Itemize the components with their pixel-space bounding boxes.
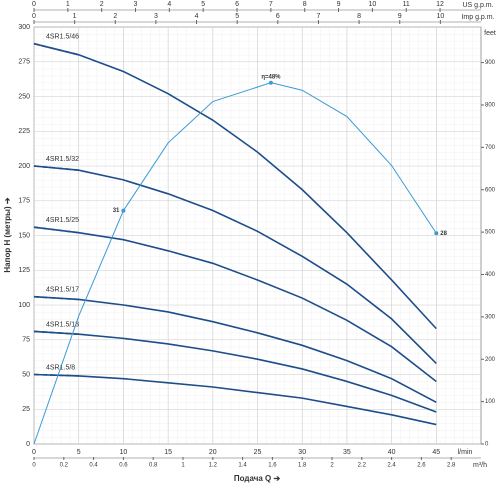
x-tick-label: 40 (388, 449, 396, 456)
x2-tick-label: 1.2 (209, 463, 218, 469)
curve-label: 4SR1.5/32 (46, 156, 79, 163)
x-tick-label: 5 (77, 449, 81, 456)
x-tick-label: 0 (32, 449, 36, 456)
pump-curve (33, 42, 437, 330)
y2-tick-label: 900 (485, 60, 496, 66)
efficiency-label: 31 (113, 208, 120, 214)
curve-label: 4SR1.5/46 (46, 34, 79, 41)
y-tick-label: 75 (22, 337, 30, 344)
pump-curve (33, 226, 437, 383)
efficiency-label: η=48% (261, 74, 281, 80)
x-tick-label: 20 (209, 449, 217, 456)
y2-tick-label: 300 (485, 314, 496, 320)
x3-tick-label: 5 (201, 1, 205, 8)
x2-tick-label: 1.4 (238, 463, 247, 469)
x4-tick-label: 1 (73, 13, 77, 20)
x3-tick-label: 7 (269, 1, 273, 8)
y2-tick-label: 700 (485, 145, 496, 151)
y-tick-label: 125 (18, 267, 30, 274)
efficiency-point (268, 80, 273, 85)
pump-curve (33, 165, 437, 364)
y2-tick-label: 800 (485, 103, 496, 109)
x2-unit: m³/h (473, 462, 487, 469)
y2-unit: feet (484, 30, 496, 37)
x2-tick-label: 1.8 (298, 463, 307, 469)
curve-label: 4SR1.5/25 (46, 217, 79, 224)
x4-tick-label: 4 (195, 13, 199, 20)
y-tick-label: 25 (22, 406, 30, 413)
x-tick-label: 25 (254, 449, 262, 456)
x3-tick-label: 10 (368, 1, 376, 8)
x3-tick-label: 2 (100, 1, 104, 8)
efficiency-point (121, 208, 126, 213)
x4-tick-label: 6 (276, 13, 280, 20)
x4-tick-label: 2 (113, 13, 117, 20)
x4-tick-label: 8 (357, 13, 361, 20)
x2-tick-label: 1.6 (268, 463, 277, 469)
x4-tick-label: 3 (154, 13, 158, 20)
x-axis-label: Подача Q ➔ (234, 474, 281, 483)
y-tick-label: 175 (18, 198, 30, 205)
y2-tick-label: 100 (485, 399, 496, 405)
x4-tick-label: 9 (398, 13, 402, 20)
x-unit: l/min (458, 449, 473, 456)
x3-tick-label: 0 (32, 1, 36, 8)
y2-tick-label: 400 (485, 272, 496, 278)
y-tick-label: 300 (18, 24, 30, 31)
x4-tick-label: 10 (436, 13, 444, 20)
x3-tick-label: 1 (66, 1, 70, 8)
x2-tick-label: 0.2 (60, 463, 69, 469)
x2-tick-label: 0.6 (119, 463, 128, 469)
y-tick-label: 100 (18, 302, 30, 309)
x3-unit: US g.p.m. (462, 2, 493, 9)
y-tick-label: 0 (26, 441, 30, 448)
x2-tick-label: 2 (330, 463, 334, 469)
efficiency-curve (33, 82, 437, 445)
curve-label: 4SR1.5/17 (46, 287, 79, 294)
x-tick-label: 15 (164, 449, 172, 456)
x4-tick-label: 7 (317, 13, 321, 20)
pump-curve (33, 330, 437, 413)
x2-tick-label: 2.6 (417, 463, 426, 469)
y2-tick-label: 600 (485, 187, 496, 193)
y-tick-label: 200 (18, 163, 30, 170)
efficiency-label: 28 (440, 231, 447, 237)
x3-tick-label: 12 (436, 1, 444, 8)
y-axis-label: Напор H (метры) ➔ (3, 197, 12, 273)
y-tick-label: 275 (18, 59, 30, 66)
y2-tick-label: 200 (485, 357, 496, 363)
y2-tick-label: 500 (485, 230, 496, 236)
x2-tick-label: 0.8 (149, 463, 158, 469)
x2-tick-label: 0.4 (89, 463, 98, 469)
x2-tick-label: 0 (32, 463, 36, 469)
x3-tick-label: 9 (337, 1, 341, 8)
x-tick-label: 30 (298, 449, 306, 456)
x3-tick-label: 6 (235, 1, 239, 8)
curve-label: 4SR1.5/13 (46, 321, 79, 328)
x2-tick-label: 1 (181, 463, 185, 469)
x4-tick-label: 0 (32, 13, 36, 20)
x4-unit: Imp g.p.m. (461, 14, 494, 21)
x-tick-label: 45 (432, 449, 440, 456)
pump-curve (33, 295, 437, 404)
x3-tick-label: 4 (167, 1, 171, 8)
y2-tick-label: 0 (485, 442, 489, 448)
x4-tick-label: 5 (235, 13, 239, 20)
x3-tick-label: 3 (134, 1, 138, 8)
efficiency-point (434, 231, 439, 236)
x-tick-label: 10 (120, 449, 128, 456)
y-tick-label: 250 (18, 93, 30, 100)
pump-curve (33, 373, 437, 426)
y-tick-label: 225 (18, 128, 30, 135)
x3-tick-label: 11 (403, 1, 410, 8)
x2-tick-label: 2.8 (447, 463, 456, 469)
x-tick-label: 35 (343, 449, 351, 456)
x2-tick-label: 2.4 (387, 463, 396, 469)
y-tick-label: 50 (22, 371, 30, 378)
y-tick-label: 150 (18, 232, 30, 239)
x3-tick-label: 8 (303, 1, 307, 8)
x2-tick-label: 2.2 (358, 463, 367, 469)
